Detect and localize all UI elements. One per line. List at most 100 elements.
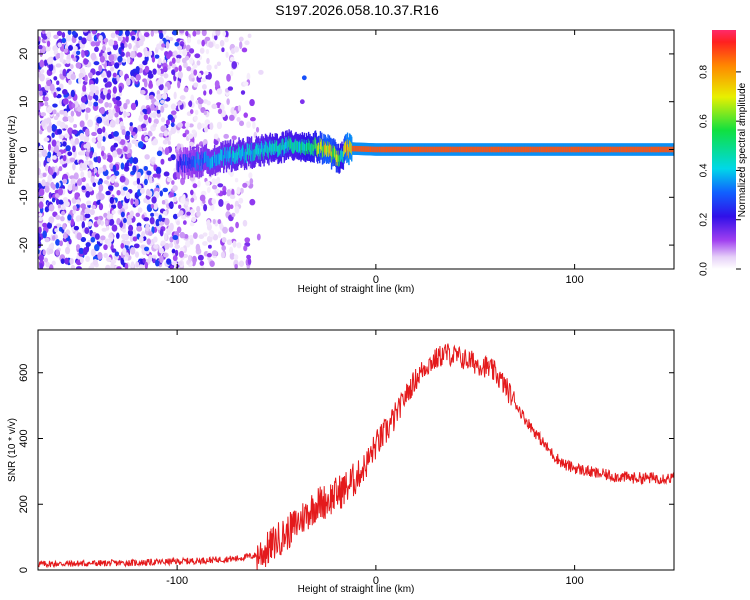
noise-cell [107, 185, 114, 191]
noise-cell [169, 61, 173, 67]
noise-cell [81, 37, 87, 45]
noise-cell [229, 170, 234, 177]
noise-cell [106, 47, 111, 53]
noise-cell [205, 180, 211, 186]
noise-cell [176, 226, 182, 234]
noise-cell [156, 225, 161, 230]
noise-cell [196, 211, 201, 217]
noise-cell [93, 167, 98, 174]
noise-cell [147, 72, 154, 79]
noise-cell [129, 234, 134, 243]
noise-cell [91, 131, 97, 137]
noise-cell [88, 265, 95, 269]
noise-cell [206, 57, 210, 65]
noise-cell [169, 191, 175, 198]
noise-cell [55, 182, 60, 189]
noise-cell [123, 110, 127, 118]
noise-cell [47, 57, 54, 65]
noise-cell [177, 45, 183, 51]
noise-cell [146, 107, 152, 115]
noise-cell [188, 48, 195, 54]
snr-panel: -100 0 100 0 200 400 600 Height of straight l… [7, 329, 675, 595]
noise-cell [94, 233, 100, 240]
noise-cell [38, 83, 42, 91]
noise-cell [230, 70, 234, 77]
noise-cell [54, 228, 59, 233]
noise-cell [247, 33, 252, 38]
noise-cell [130, 261, 135, 269]
noise-cell [104, 220, 109, 226]
noise-cell [62, 88, 68, 95]
noise-cell [213, 133, 219, 140]
noise-cell [199, 194, 206, 202]
bottom-y-axis-label: SNR (10 * v/v) [7, 418, 18, 482]
noise-cell [84, 160, 90, 165]
noise-cell [138, 116, 144, 122]
noise-cell [62, 196, 69, 203]
noise-cell [38, 44, 43, 50]
noise-cell [105, 190, 111, 196]
noise-cell [41, 179, 46, 187]
noise-cell [119, 70, 124, 77]
noise-cell [57, 128, 63, 135]
noise-cell [132, 165, 137, 173]
noise-cell [80, 102, 86, 110]
noise-cell [124, 42, 128, 48]
noise-cell [190, 197, 195, 203]
noise-cell [136, 52, 143, 58]
noise-cell [172, 255, 178, 262]
noise-cell [38, 188, 45, 197]
noise-cell [117, 200, 122, 209]
noise-cell [189, 238, 194, 245]
noise-cell [107, 51, 112, 56]
noise-cell [57, 204, 62, 209]
noise-cell [127, 214, 134, 219]
noise-cell [137, 184, 142, 190]
noise-cell [170, 103, 177, 110]
top-x-ticks: -100 0 100 [166, 30, 584, 286]
noise-cell [41, 30, 46, 35]
colorbar-tick-label: 0.0 [699, 262, 710, 276]
noise-cell [179, 231, 186, 239]
noise-cell [105, 118, 111, 127]
noise-cell [47, 174, 53, 182]
noise-cell [154, 54, 160, 59]
noise-cell [183, 61, 188, 69]
noise-cell [117, 55, 123, 63]
noise-cell [106, 92, 111, 100]
noise-cell [46, 40, 51, 47]
noise-cell [169, 222, 174, 231]
noise-cell [62, 178, 68, 184]
noise-cell [214, 80, 220, 88]
noise-cell [206, 253, 212, 258]
noise-cell [67, 151, 73, 157]
noise-cell [69, 258, 74, 265]
noise-cell [146, 238, 152, 245]
noise-cell [172, 50, 178, 58]
noise-cell [163, 86, 168, 94]
noise-cell [153, 236, 158, 243]
noise-cell [56, 87, 61, 92]
noise-cell [214, 189, 221, 194]
noise-cell [55, 238, 61, 246]
noise-cell [184, 129, 190, 135]
noise-cell [97, 155, 102, 164]
noise-cell [139, 187, 145, 194]
noise-cell [58, 166, 63, 172]
noise-cell [175, 249, 179, 257]
noise-cell [142, 60, 148, 66]
noise-cell [120, 233, 127, 240]
noise-cell [120, 162, 125, 170]
noise-cell [116, 266, 122, 269]
noise-cell [81, 176, 86, 183]
noise-cell [236, 242, 242, 249]
noise-cell [109, 213, 114, 220]
noise-cell [59, 57, 64, 63]
noise-cell [173, 91, 177, 100]
noise-cell [85, 255, 90, 262]
noise-cell [151, 56, 156, 63]
bottom-y-tick-label: 0 [18, 567, 30, 573]
noise-cell [96, 140, 102, 149]
noise-cell [112, 150, 118, 158]
noise-cell [255, 126, 260, 133]
